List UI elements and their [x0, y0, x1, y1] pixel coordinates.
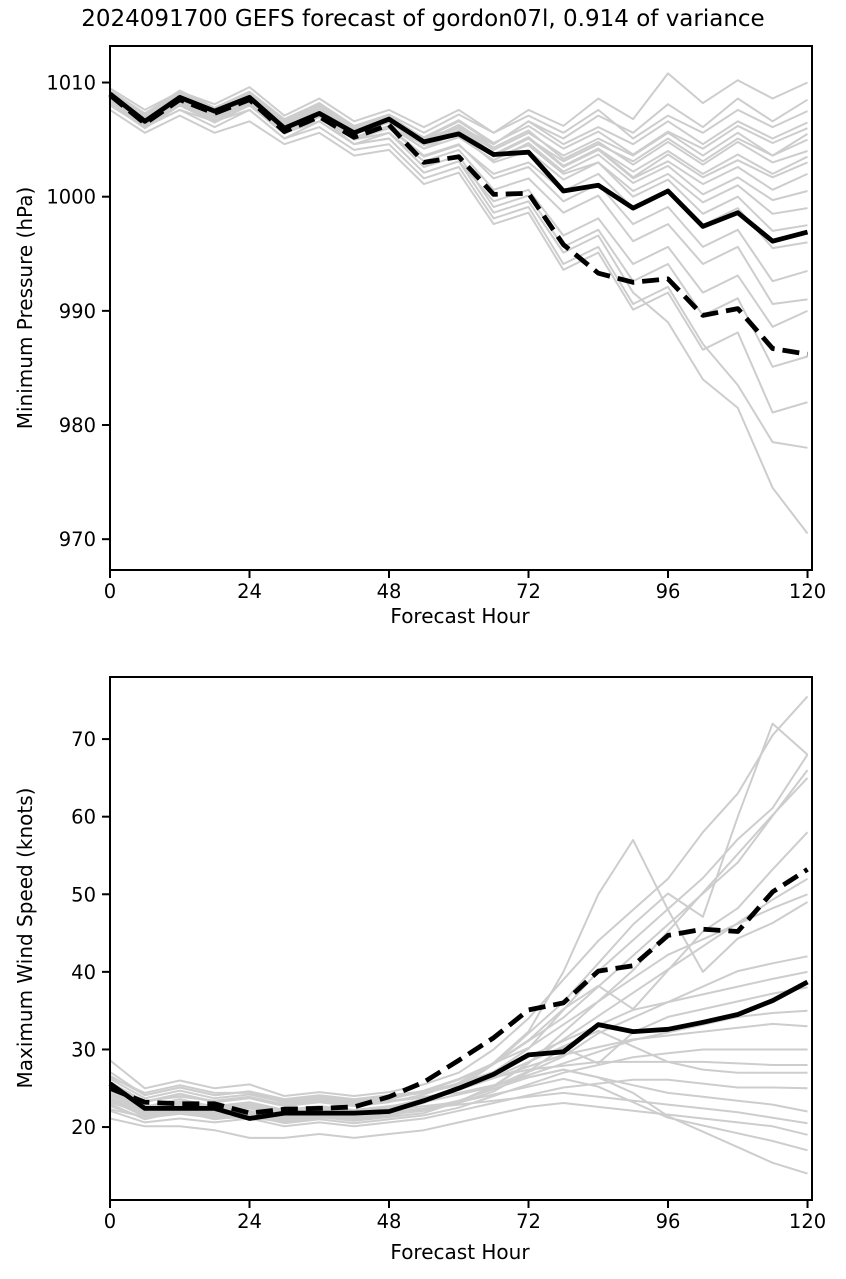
ensemble-member-01-line: [109, 695, 809, 1097]
ensemble-member-13-line: [109, 1009, 808, 1111]
ensemble-member-16-line: [109, 1060, 808, 1102]
dashed-black-line: [108, 93, 808, 357]
ensemble-member-11-line: [109, 970, 808, 1101]
ensemble-member-05-line: [109, 777, 809, 1119]
ensemble-member-11-line: [109, 89, 808, 191]
y-tick-label: 40: [71, 961, 96, 984]
ensemble-member-20-line: [109, 109, 808, 414]
ensemble-member-15-line: [109, 1048, 808, 1125]
ensemble-member-22-line: [109, 97, 809, 535]
x-tick-label: 120: [789, 1210, 826, 1233]
x-tick-label: 72: [516, 1210, 541, 1233]
x-tick-label: 96: [656, 580, 681, 603]
y-tick-label: 60: [71, 806, 96, 829]
ensemble-member-06-line: [109, 831, 809, 1108]
axes-spines: [109, 45, 813, 571]
axes-spines: [109, 676, 813, 1201]
pressure-chart: 0 24 48 72 96 120 1010 1000 990 980 970: [46, 45, 826, 603]
ensemble-member-03-line: [109, 86, 808, 140]
ensemble-member-04-line: [109, 769, 809, 1104]
y-tick-label: 50: [71, 883, 96, 906]
x-tick-label: 72: [516, 580, 541, 603]
y-tick-label: 30: [71, 1038, 96, 1061]
y-tick-label: 990: [59, 300, 96, 323]
x-tick-label: 120: [789, 580, 826, 603]
x-tick-label: 24: [237, 1210, 262, 1233]
solid-black-line: [108, 979, 809, 1121]
y-tick-label: 980: [59, 414, 96, 437]
y-tick-label: 1010: [46, 72, 96, 95]
y-tick-label: 20: [71, 1116, 96, 1139]
x-tick-label: 24: [237, 580, 262, 603]
ensemble-member-23-line: [109, 1102, 808, 1139]
x-tick-label: 48: [377, 580, 402, 603]
ensemble-member-08-line: [109, 893, 808, 1104]
ensemble-member-21-line: [109, 103, 808, 449]
wind-yaxis-label: Maximum Wind Speed (knots): [13, 787, 37, 1089]
wind-chart: 0 24 48 72 96 120 70 60 50 40 30 20: [71, 676, 826, 1233]
y-tick-label: 70: [71, 728, 96, 751]
x-tick-label: 48: [377, 1210, 402, 1233]
ensemble-member-18-line: [109, 1078, 808, 1128]
ensemble-member-21-line: [109, 1077, 808, 1152]
ensemble-member-22-line: [109, 1068, 808, 1175]
dashed-black-line: [109, 867, 809, 1116]
y-tick-label: 1000: [46, 186, 96, 209]
x-tick-label: 0: [104, 1210, 116, 1233]
ensemble-member-19-line: [109, 1068, 808, 1113]
y-tick-label: 970: [59, 528, 96, 551]
wind-xaxis-label: Forecast Hour: [390, 1240, 530, 1264]
ensemble-member-01-line: [109, 72, 808, 134]
x-tick-label: 96: [656, 1210, 681, 1233]
pressure-xaxis-label: Forecast Hour: [390, 604, 530, 628]
ensemble-member-02-line: [109, 722, 809, 1112]
pressure-yaxis-label: Minimum Pressure (hPa): [13, 186, 37, 430]
x-tick-label: 0: [104, 580, 116, 603]
figure-title: 2024091700 GEFS forecast of gordon07l, 0…: [81, 6, 765, 32]
